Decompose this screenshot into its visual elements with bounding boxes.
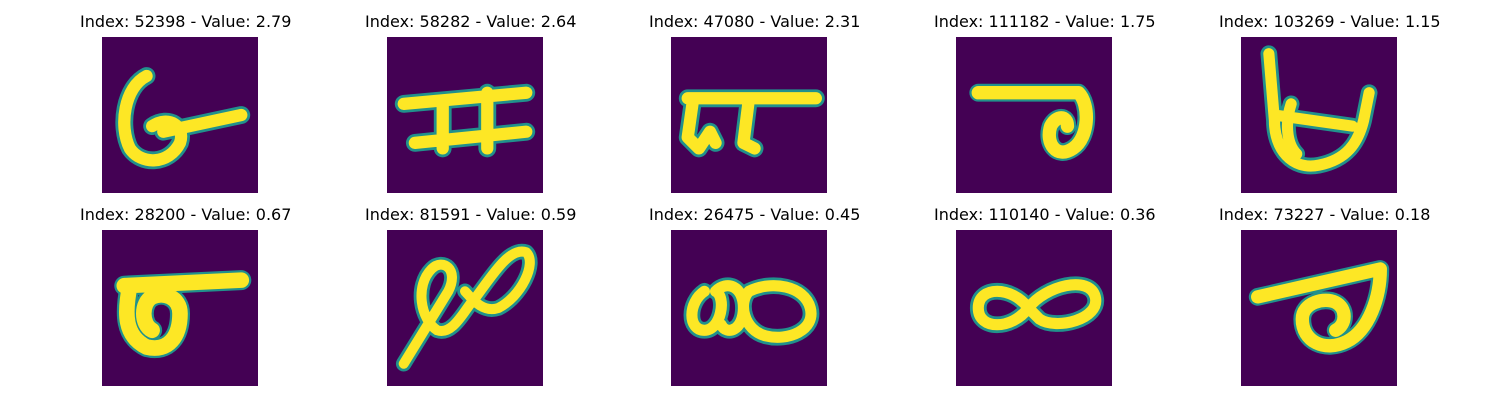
panel-title: Index: 28200 - Value: 0.67 — [80, 205, 292, 224]
panel-title: Index: 73227 - Value: 0.18 — [1219, 205, 1431, 224]
digit-image — [387, 230, 543, 386]
glyph-strokes — [1260, 45, 1378, 175]
glyph-strokes — [678, 89, 825, 158]
digit-image — [102, 230, 258, 386]
digit-image — [671, 230, 827, 386]
glyph-strokes — [683, 277, 820, 346]
glyph-strokes — [969, 83, 1096, 161]
glyph-strokes — [1248, 260, 1390, 355]
panel-title: Index: 52398 - Value: 2.79 — [80, 12, 292, 31]
digit-image — [387, 37, 543, 193]
digit-image — [1241, 37, 1397, 193]
glyph-strokes — [394, 83, 536, 158]
digit-image — [671, 37, 827, 193]
digit-image — [956, 37, 1112, 193]
glyph-strokes — [969, 276, 1104, 334]
panel-title: Index: 110140 - Value: 0.36 — [934, 205, 1156, 224]
glyph-strokes — [115, 67, 251, 170]
glyph-strokes — [114, 270, 252, 359]
panel-title: Index: 103269 - Value: 1.15 — [1219, 12, 1441, 31]
panel-title: Index: 81591 - Value: 0.59 — [365, 205, 577, 224]
panel-title: Index: 58282 - Value: 2.64 — [365, 12, 577, 31]
image-background — [387, 37, 543, 193]
digit-image — [102, 37, 258, 193]
digit-image — [1241, 230, 1397, 386]
panel-title: Index: 26475 - Value: 0.45 — [649, 205, 861, 224]
digit-image — [956, 230, 1112, 386]
panel-title: Index: 47080 - Value: 2.31 — [649, 12, 861, 31]
panel-title: Index: 111182 - Value: 1.75 — [934, 12, 1156, 31]
glyph-strokes — [395, 243, 538, 372]
